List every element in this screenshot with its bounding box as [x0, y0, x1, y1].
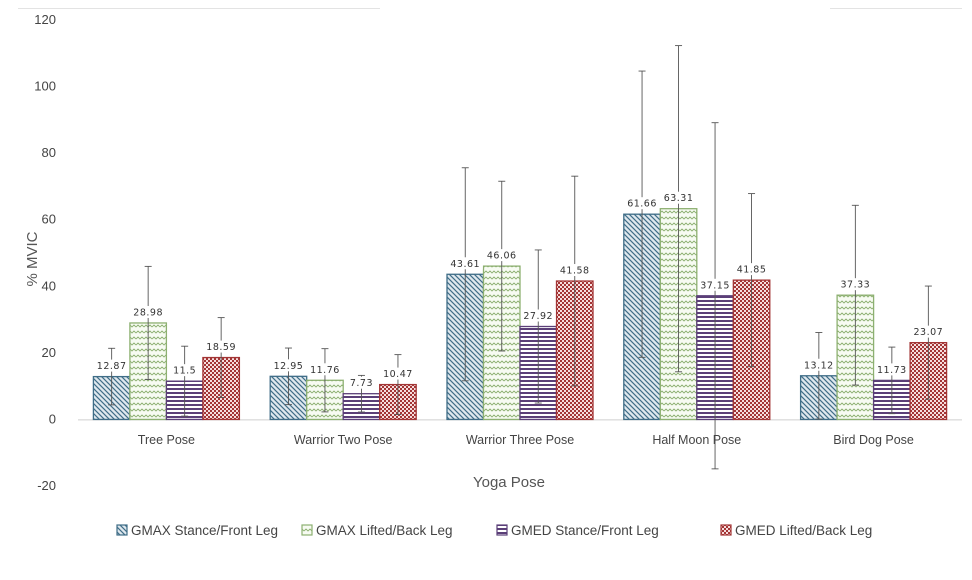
- legend-swatch: [116, 524, 128, 536]
- data-label: 12.95: [274, 361, 304, 372]
- data-label: 46.06: [487, 251, 517, 262]
- data-label: 12.87: [97, 361, 127, 372]
- data-label: 13.12: [804, 360, 834, 371]
- data-label-bg: [94, 359, 130, 372]
- data-label: 11.73: [877, 365, 907, 376]
- data-label: 23.07: [913, 327, 943, 338]
- data-label-bg: [697, 278, 733, 291]
- legend-label: GMAX Stance/Front Leg: [131, 523, 278, 538]
- legend-label: GMAX Lifted/Back Leg: [316, 523, 453, 538]
- data-label-bg: [484, 249, 520, 262]
- data-label: 18.59: [206, 342, 236, 353]
- data-label: 10.47: [383, 369, 413, 380]
- error-bars-layer: [108, 45, 932, 470]
- data-label: 61.66: [627, 199, 657, 210]
- data-label: 41.85: [737, 265, 767, 276]
- data-label: 7.73: [350, 378, 373, 389]
- data-label-bg: [520, 309, 556, 322]
- category-label: Tree Pose: [138, 433, 195, 447]
- data-label-bg: [661, 191, 697, 204]
- data-label-bg: [447, 257, 483, 270]
- data-label-bg: [910, 325, 946, 338]
- y-tick-label: 80: [42, 145, 56, 160]
- data-label-bg: [130, 305, 166, 318]
- data-label-bg: [380, 367, 416, 380]
- data-label-bg: [347, 376, 376, 389]
- category-label: Warrior Three Pose: [466, 433, 574, 447]
- legend-label: GMED Lifted/Back Leg: [735, 523, 872, 538]
- y-tick-label: 40: [42, 278, 56, 293]
- y-tick-label: 60: [42, 212, 56, 227]
- legend: GMAX Stance/Front Leg GMAX Lifted/Back Le…: [116, 523, 872, 538]
- data-label-bg: [307, 363, 343, 376]
- data-label-bg: [270, 359, 306, 372]
- data-label: 11.76: [310, 365, 340, 376]
- data-label-bg: [203, 340, 239, 353]
- x-axis-title: Yoga Pose: [473, 474, 545, 491]
- data-label: 63.31: [664, 193, 694, 204]
- data-label: 41.58: [560, 266, 590, 277]
- data-label-bg: [801, 358, 837, 371]
- data-label-bg: [170, 364, 200, 377]
- data-label-bg: [837, 278, 873, 291]
- category-label: Bird Dog Pose: [833, 433, 914, 447]
- category-label: Warrior Two Pose: [294, 433, 393, 447]
- data-labels-layer: 12.87 28.98 11.5 18.59 12.95 11.76 7.73 10.47 43…: [94, 191, 946, 389]
- category-labels: Tree Pose Warrior Two Pose Warrior Three P…: [138, 433, 914, 447]
- category-label: Half Moon Pose: [652, 433, 741, 447]
- y-tick-label: -20: [37, 478, 56, 493]
- y-axis-ticks: -20 0 20 40 60 80 100 120: [34, 12, 56, 493]
- data-label: 28.98: [133, 307, 163, 318]
- y-tick-label: 0: [49, 411, 56, 426]
- y-tick-label: 120: [34, 12, 56, 27]
- legend-swatch: [496, 524, 508, 536]
- y-tick-label: 100: [34, 79, 56, 94]
- data-label: 11.5: [173, 366, 196, 377]
- data-label-bg: [874, 363, 910, 376]
- legend-swatch: [720, 524, 732, 536]
- y-tick-label: 20: [42, 345, 56, 360]
- legend-swatch: [301, 524, 313, 536]
- data-label: 37.33: [840, 280, 870, 291]
- data-label-bg: [734, 263, 770, 276]
- data-label: 27.92: [523, 311, 553, 322]
- y-axis-title: % MVIC: [24, 231, 41, 286]
- data-label-bg: [557, 264, 593, 277]
- data-label-bg: [624, 197, 660, 210]
- data-label: 37.15: [700, 280, 730, 291]
- legend-label: GMED Stance/Front Leg: [511, 523, 659, 538]
- data-label: 43.61: [450, 259, 480, 270]
